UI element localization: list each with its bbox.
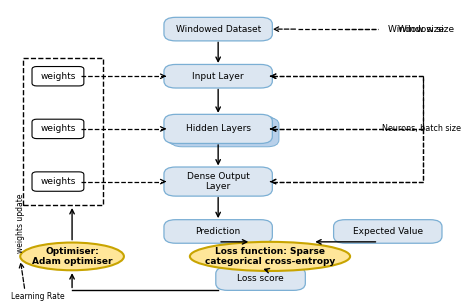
FancyBboxPatch shape xyxy=(171,118,279,147)
Text: Expected Value: Expected Value xyxy=(353,227,423,236)
FancyBboxPatch shape xyxy=(334,220,442,243)
Text: Neurons, batch size: Neurons, batch size xyxy=(382,124,461,133)
Bar xyxy=(23,58,103,205)
Text: Prediction: Prediction xyxy=(196,227,241,236)
FancyBboxPatch shape xyxy=(164,17,273,41)
FancyBboxPatch shape xyxy=(32,172,84,191)
FancyBboxPatch shape xyxy=(164,64,273,88)
Text: Optimiser:
Adam optimiser: Optimiser: Adam optimiser xyxy=(32,247,112,266)
FancyBboxPatch shape xyxy=(167,116,276,145)
Text: Window size: Window size xyxy=(388,25,444,34)
FancyBboxPatch shape xyxy=(216,267,305,290)
FancyBboxPatch shape xyxy=(32,119,84,139)
Text: Learning Rate: Learning Rate xyxy=(11,292,64,302)
Ellipse shape xyxy=(190,242,350,271)
Text: weights: weights xyxy=(40,177,76,186)
Text: Dense Output
Layer: Dense Output Layer xyxy=(187,172,250,191)
Text: weights update: weights update xyxy=(16,193,25,253)
Text: weights: weights xyxy=(40,72,76,81)
Text: Loss score: Loss score xyxy=(237,274,284,283)
Text: Input Layer: Input Layer xyxy=(192,72,244,81)
Text: weights: weights xyxy=(40,124,76,133)
Text: Window size: Window size xyxy=(398,25,454,34)
Ellipse shape xyxy=(20,243,124,270)
Text: Loss function: Sparse
categorical cross-entropy: Loss function: Sparse categorical cross-… xyxy=(205,247,335,266)
Text: Windowed Dataset: Windowed Dataset xyxy=(175,25,261,34)
FancyBboxPatch shape xyxy=(164,114,273,143)
FancyBboxPatch shape xyxy=(32,67,84,86)
Text: Hidden Layers: Hidden Layers xyxy=(186,124,251,133)
FancyBboxPatch shape xyxy=(164,220,273,243)
FancyBboxPatch shape xyxy=(164,167,273,196)
